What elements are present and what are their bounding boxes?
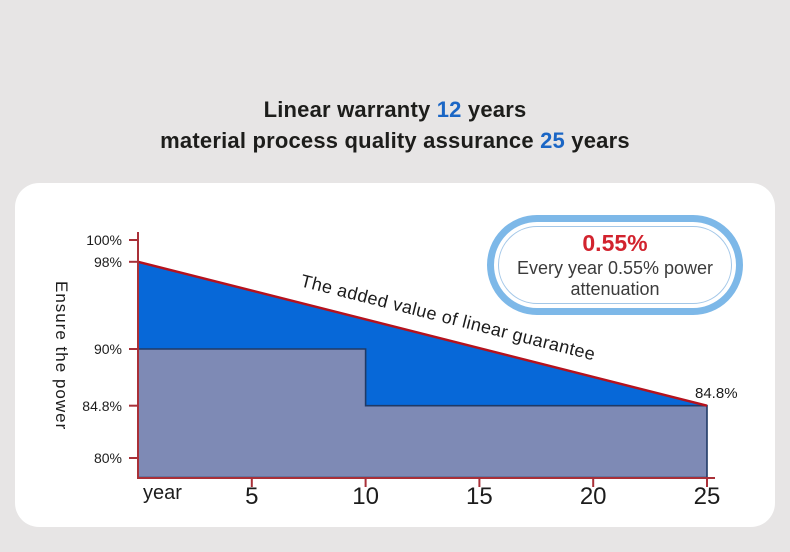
y-tick-label: 84.8% bbox=[82, 397, 122, 414]
title-line-2: material process quality assurance 25 ye… bbox=[0, 125, 790, 156]
axis-tick-marks bbox=[129, 239, 708, 487]
title-line-1-suffix: years bbox=[461, 97, 527, 122]
end-value-label: 84.8% bbox=[695, 384, 738, 402]
x-tick-label: 15 bbox=[466, 483, 493, 510]
title-line-1-text: Linear warranty bbox=[263, 97, 437, 122]
y-tick-labels: 100% 98% 90% 84.8% 80% bbox=[15, 183, 128, 527]
attenuation-badge: 0.55% Every year 0.55% power attenuation bbox=[487, 215, 743, 315]
y-tick-label: 80% bbox=[93, 450, 122, 466]
x-tick-label: 5 bbox=[245, 483, 259, 510]
y-tick-label: 98% bbox=[93, 253, 122, 270]
x-tick-label: 20 bbox=[579, 483, 607, 510]
title-line-2-text: material process quality assurance bbox=[160, 128, 541, 153]
title-line-2-suffix: years bbox=[565, 128, 630, 153]
warranty-chart bbox=[129, 232, 715, 487]
attenuation-rate-value: 0.55% bbox=[582, 230, 648, 256]
y-tick-label: 90% bbox=[93, 341, 122, 357]
attenuation-rate-description: Every year 0.55% power attenuation bbox=[516, 258, 714, 299]
linear-guarantee-line bbox=[137, 260, 708, 407]
x-axis-title: year bbox=[143, 482, 182, 504]
title-line-1-highlight: 12 bbox=[436, 97, 462, 122]
x-tick-label: 10 bbox=[352, 483, 379, 510]
chart-panel: Ensure the power 100% 98% 90% 84.8% 80% 5 10 1… bbox=[15, 183, 775, 527]
title-line-1: Linear warranty 12 years bbox=[0, 94, 790, 125]
title-line-2-highlight: 25 bbox=[540, 128, 565, 153]
attenuation-badge-inner-ring: 0.55% Every year 0.55% power attenuation bbox=[498, 226, 732, 304]
x-tick-label: 25 bbox=[693, 483, 721, 510]
page-title: Linear warranty 12 years material proces… bbox=[0, 94, 790, 156]
y-tick-label: 100% bbox=[86, 232, 122, 248]
y-axis-title: Ensure the power bbox=[52, 280, 71, 431]
